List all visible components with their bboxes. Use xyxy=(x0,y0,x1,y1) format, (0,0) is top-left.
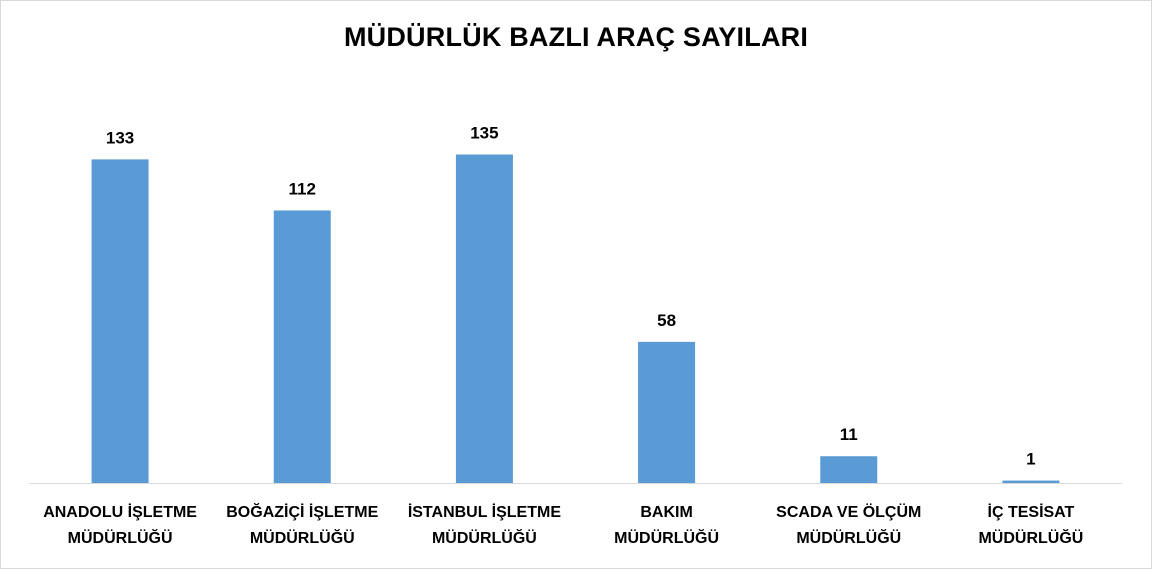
category-label: MÜDÜRLÜĞÜ xyxy=(68,528,173,547)
bar xyxy=(91,159,149,483)
category-label: MÜDÜRLÜĞÜ xyxy=(250,528,355,547)
bar xyxy=(1002,480,1060,483)
bar xyxy=(273,210,331,483)
category-label: ANADOLU İŞLETME xyxy=(43,503,197,521)
bar xyxy=(638,341,696,483)
chart-title: MÜDÜRLÜK BAZLI ARAÇ SAYILARI xyxy=(343,22,809,52)
category-label: SCADA VE ÖLÇÜM xyxy=(776,502,921,521)
category-label: MÜDÜRLÜĞÜ xyxy=(614,528,719,547)
category-label: BAKIM xyxy=(640,504,692,521)
bar xyxy=(455,154,513,483)
category-label: İSTANBUL İŞLETME xyxy=(408,503,562,521)
bar xyxy=(820,456,878,483)
data-label: 58 xyxy=(657,311,676,330)
category-label: MÜDÜRLÜĞÜ xyxy=(978,528,1083,547)
category-label: BOĞAZİÇİ İŞLETME xyxy=(226,502,378,521)
category-label: MÜDÜRLÜĞÜ xyxy=(796,528,901,547)
data-label: 1 xyxy=(1026,450,1035,469)
data-label: 11 xyxy=(840,425,858,444)
data-label: 135 xyxy=(470,124,498,143)
data-label: 133 xyxy=(106,128,134,147)
data-label: 112 xyxy=(289,179,316,198)
category-label: MÜDÜRLÜĞÜ xyxy=(432,528,537,547)
category-label: İÇ TESİSAT xyxy=(988,503,1075,521)
